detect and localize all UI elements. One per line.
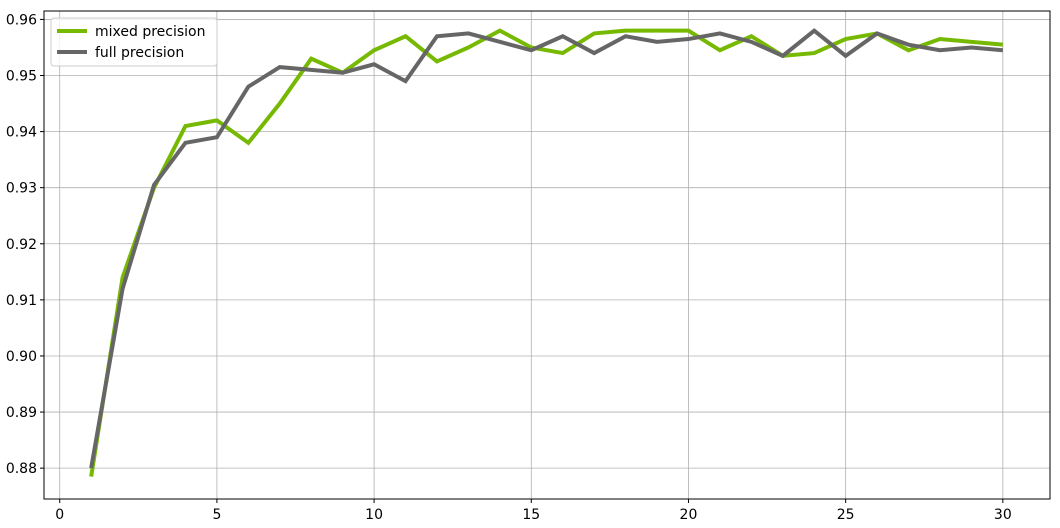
legend-label-mixed-precision: mixed precision: [95, 24, 206, 40]
y-axis: 0.88 0.89 0.90 0.91 0.92 0.93 0.94 0.95 0.96: [6, 12, 44, 477]
y-tick-label: 0.93: [6, 181, 37, 197]
x-tick-label: 20: [680, 507, 698, 523]
series-lines: [89, 28, 1004, 477]
series-line-mixed-precision: [89, 28, 1004, 477]
y-tick-label: 0.94: [6, 125, 37, 141]
plot-frame: [43, 10, 1051, 500]
y-tick-label: 0.89: [6, 405, 37, 421]
legend-box: [50, 17, 218, 67]
y-tick-label: 0.92: [6, 237, 37, 253]
y-tick-label: 0.96: [6, 12, 37, 28]
x-tick-label: 0: [55, 507, 64, 523]
legend: mixed precision full precision: [50, 17, 218, 67]
x-tick-label: 30: [994, 507, 1012, 523]
y-tick-label: 0.95: [6, 69, 37, 85]
x-tick-label: 15: [522, 507, 540, 523]
x-tick-label: 25: [837, 507, 855, 523]
series-line-full-precision: [89, 28, 1004, 469]
legend-label-full-precision: full precision: [95, 45, 184, 61]
y-tick-label: 0.88: [6, 461, 37, 477]
x-axis: 0 5 10 15 20 25 30: [55, 499, 1012, 523]
x-tick-label: 5: [212, 507, 221, 523]
x-tick-label: 10: [365, 507, 383, 523]
grid: [44, 11, 1050, 499]
y-tick-label: 0.91: [6, 293, 37, 309]
y-tick-label: 0.90: [6, 349, 37, 365]
